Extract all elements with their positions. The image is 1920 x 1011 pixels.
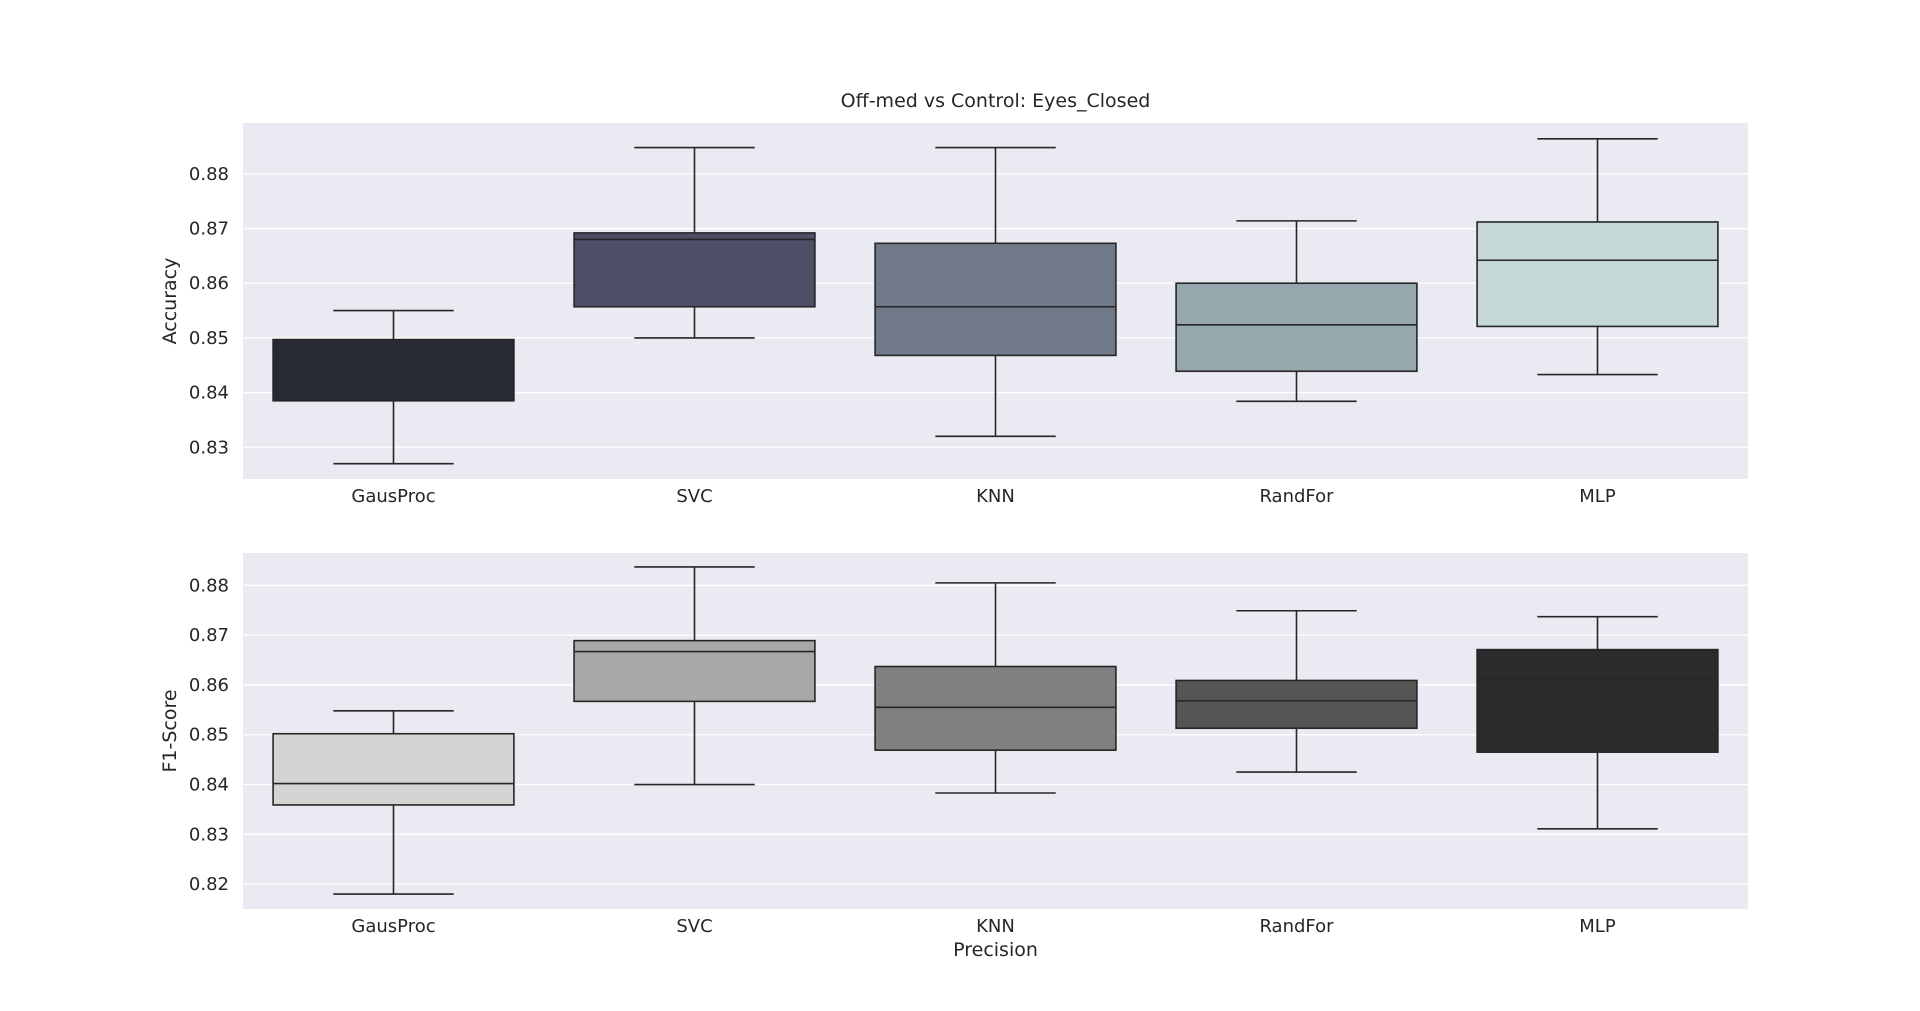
- y-tick-label: 0.82: [189, 874, 229, 895]
- x-tick-label: SVC: [676, 916, 712, 937]
- chart-title: Off-med vs Control: Eyes_Closed: [841, 90, 1151, 112]
- y-tick-label: 0.86: [189, 273, 229, 294]
- x-tick-label: SVC: [676, 486, 712, 507]
- box-body: [573, 639, 816, 703]
- x-axis-label: Precision: [953, 939, 1038, 961]
- y-tick-label: 0.84: [189, 775, 229, 796]
- box-gausproc: [272, 710, 515, 895]
- box-knn: [874, 146, 1117, 438]
- x-tick-label: MLP: [1579, 486, 1616, 507]
- box-body: [1175, 282, 1418, 373]
- y-tick-label: 0.88: [189, 164, 229, 185]
- x-tick-label: RandFor: [1259, 916, 1334, 937]
- box-body: [1175, 679, 1418, 730]
- box-svc: [573, 146, 816, 339]
- accuracy-panel: 0.83 0.84 0.85 0.86 0.87 0.88 GausProc SVC KNN Ra…: [159, 90, 1748, 507]
- y-tick-label: 0.87: [189, 219, 229, 240]
- y-tick-label: 0.85: [189, 328, 229, 349]
- box-randfor: [1175, 609, 1418, 773]
- box-body: [874, 665, 1117, 751]
- y-tick-label: 0.85: [189, 725, 229, 746]
- x-tick-label: KNN: [976, 916, 1015, 937]
- box-mlp: [1476, 615, 1719, 830]
- box-body: [874, 242, 1117, 357]
- x-tick-label: GausProc: [351, 486, 435, 507]
- y-tick-label: 0.87: [189, 625, 229, 646]
- x-tick-label: KNN: [976, 486, 1015, 507]
- box-gausproc: [272, 309, 515, 465]
- x-tick-label: GausProc: [351, 916, 435, 937]
- box-body: [272, 338, 515, 402]
- box-mlp: [1476, 138, 1719, 376]
- x-tick-label: MLP: [1579, 916, 1616, 937]
- box-body: [272, 732, 515, 806]
- y-tick-label: 0.83: [189, 437, 229, 458]
- y-tick-label: 0.83: [189, 824, 229, 845]
- box-knn: [874, 582, 1117, 794]
- y-tick-label: 0.84: [189, 383, 229, 404]
- box-body: [573, 232, 816, 308]
- box-svc: [573, 566, 816, 786]
- box-body: [1476, 648, 1719, 753]
- y-axis-label: F1-Score: [159, 689, 181, 772]
- y-tick-label: 0.86: [189, 675, 229, 696]
- box-body: [1476, 221, 1719, 328]
- x-tick-label: RandFor: [1259, 486, 1334, 507]
- y-tick-label: 0.88: [189, 575, 229, 596]
- f1-score-panel: 0.82 0.83 0.84 0.85 0.86 0.87 0.88 GausProc SVC K…: [159, 553, 1748, 961]
- box-randfor: [1175, 220, 1418, 403]
- y-axis-label: Accuracy: [159, 258, 181, 345]
